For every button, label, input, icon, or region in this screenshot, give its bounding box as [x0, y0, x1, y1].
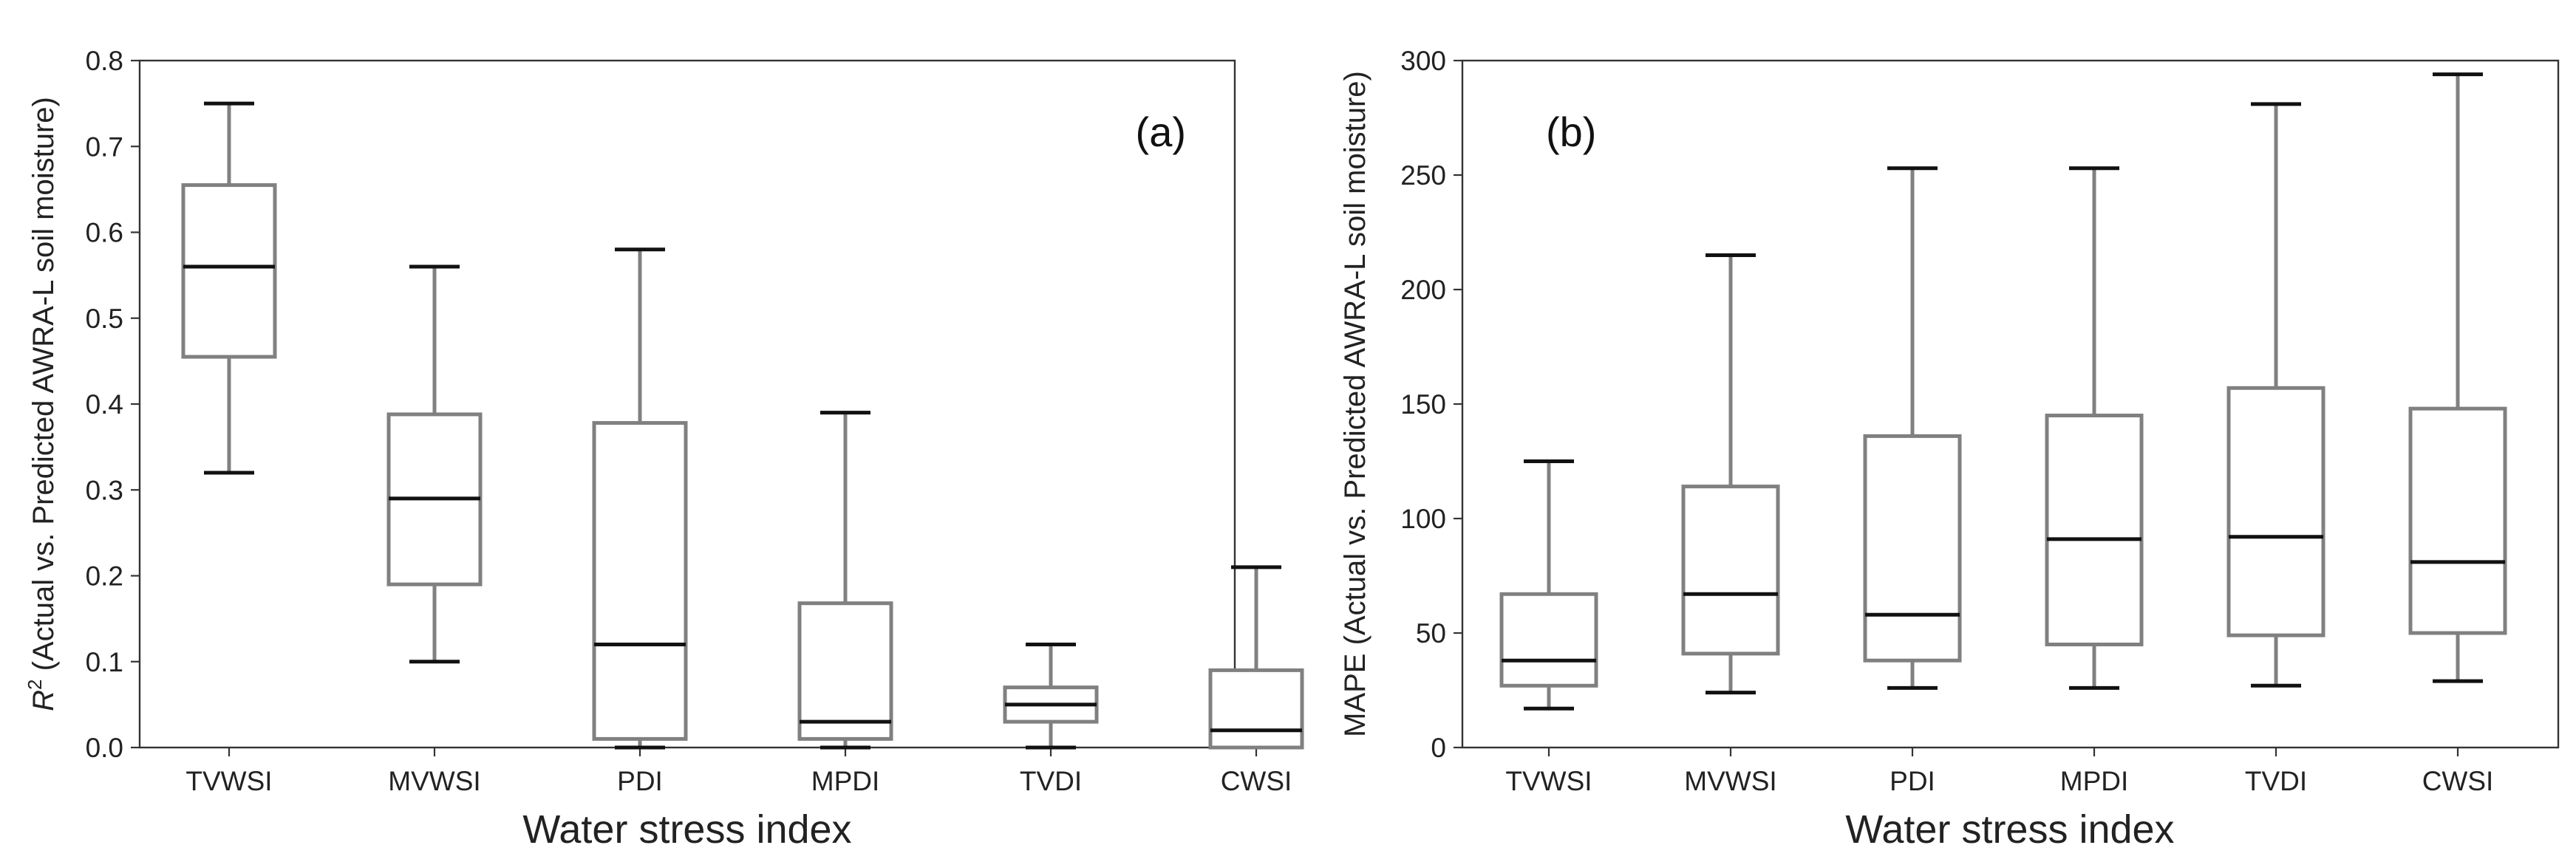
iqr-box [1863, 434, 1962, 663]
y-tick-label-b: 50 [1416, 618, 1446, 649]
iqr-box [181, 183, 277, 359]
box-series-b [1499, 72, 2507, 711]
y-tick-label-a: 0.6 [86, 218, 123, 248]
x-tick-label-b: TVWSI [1505, 766, 1592, 796]
box-cwsi-b [2408, 72, 2507, 683]
y-axis-title-a-var: R [27, 690, 60, 711]
iqr-box [1208, 668, 1304, 750]
x-axis-b: TVWSI MVWSI PDI MPDI TVDI CWSI [1505, 748, 2493, 796]
box-pdi-b [1863, 166, 1962, 690]
x-tick-label-b: MVWSI [1684, 766, 1776, 796]
y-tick-label-a: 0.4 [86, 389, 123, 420]
x-tick-label-a: TVDI [1020, 766, 1082, 796]
x-axis-a: TVWSI MVWSI PDI MPDI TVDI CWSI [185, 748, 1292, 796]
iqr-box [1499, 592, 1598, 688]
box-mpdi-b [2045, 166, 2144, 690]
y-tick-label-a: 0.3 [86, 475, 123, 505]
chart-panel-b: 0 50 100 150 200 250 300 TVWSI MVWSI PDI MPDI TVDI… [1339, 46, 2560, 852]
iqr-box [592, 421, 688, 741]
box-tvdi-b [2226, 102, 2325, 688]
plot-frame-b [1461, 59, 2560, 749]
y-tick-label-b: 100 [1400, 504, 1446, 534]
iqr-box [2408, 406, 2507, 635]
iqr-box [797, 601, 893, 741]
y-axis-title-b: MAPE (Actual vs. Predicted AWRA-L soil m… [1339, 71, 1372, 737]
y-tick-label-a: 0.7 [86, 131, 123, 162]
y-tick-label-a: 0.8 [86, 46, 123, 76]
y-tick-label-b: 0 [1431, 733, 1446, 763]
x-tick-label-a: PDI [617, 766, 663, 796]
box-mvwsi-b [1681, 253, 1780, 695]
y-axis-a: 0.0 0.1 0.2 0.3 0.4 0.5 0.6 0.7 0.8 [86, 46, 140, 763]
x-tick-label-b: PDI [1890, 766, 1935, 796]
y-axis-title-a-rest: (Actual vs. Predicted AWRA-L soil moistu… [27, 97, 60, 679]
x-axis-title-a: Water stress index [522, 807, 851, 852]
y-tick-label-b: 250 [1400, 160, 1446, 191]
box-series-a [181, 101, 1304, 750]
x-tick-label-b: CWSI [2422, 766, 2494, 796]
y-tick-label-a: 0.1 [86, 647, 123, 677]
box-mvwsi-a [386, 264, 483, 664]
y-tick-label-b: 200 [1400, 275, 1446, 305]
x-tick-label-a: CWSI [1221, 766, 1292, 796]
box-tvdi-a [1003, 643, 1099, 750]
x-tick-label-b: TVDI [2245, 766, 2307, 796]
iqr-box [2226, 386, 2325, 637]
box-cwsi-a [1208, 565, 1304, 750]
box-tvwsi-b [1499, 459, 1598, 711]
x-tick-label-a: MVWSI [388, 766, 480, 796]
y-tick-label-b: 300 [1400, 46, 1446, 76]
panel-label-b: (b) [1546, 109, 1596, 155]
y-axis-title-a-sup: 2 [24, 680, 46, 690]
box-pdi-a [592, 247, 688, 750]
y-axis-title-a: R2 (Actual vs. Predicted AWRA-L soil moi… [24, 97, 60, 711]
panel-label-a: (a) [1136, 109, 1186, 155]
chart-panel-a: 0.0 0.1 0.2 0.3 0.4 0.5 0.6 0.7 0.8 TVWSI MVWSI PD… [24, 46, 1304, 852]
y-tick-label-a: 0.5 [86, 304, 123, 334]
box-tvwsi-a [181, 101, 277, 475]
box-mpdi-a [797, 411, 893, 750]
y-tick-label-a: 0.0 [86, 733, 123, 763]
iqr-box [1681, 485, 1780, 656]
y-tick-label-a: 0.2 [86, 561, 123, 592]
x-tick-label-a: MPDI [811, 766, 880, 796]
y-axis-b: 0 50 100 150 200 250 300 [1400, 46, 1462, 763]
x-axis-title-b: Water stress index [1845, 807, 2174, 852]
x-tick-label-a: TVWSI [185, 766, 272, 796]
x-tick-label-b: MPDI [2060, 766, 2129, 796]
iqr-box [2045, 414, 2144, 646]
y-tick-label-b: 150 [1400, 389, 1446, 420]
